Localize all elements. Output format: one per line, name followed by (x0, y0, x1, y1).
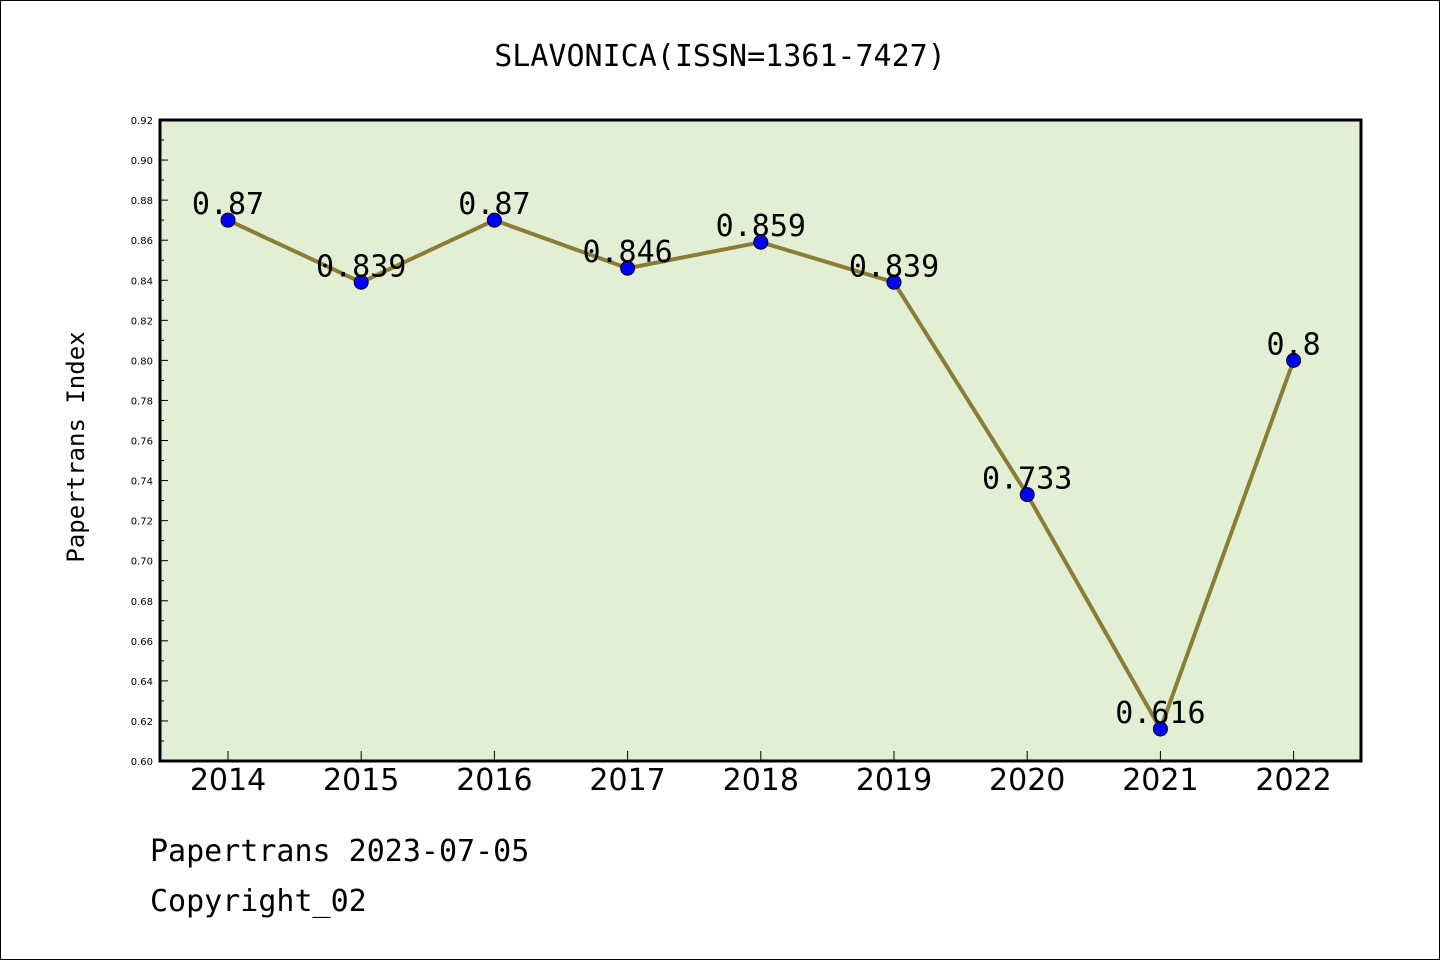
data-label: 0.859 (716, 209, 806, 244)
y-axis-ticks: 0.60 0.62 0.64 0.66 0.68 0.70 0.72 0.74 0.76 0.78… (131, 116, 168, 768)
data-point-marker (486, 212, 502, 228)
data-label: 0.846 (582, 235, 672, 270)
data-point-marker (753, 234, 769, 250)
x-tick-label: 2021 (1122, 763, 1198, 798)
y-tick-label: 0.86 (131, 236, 153, 247)
y-tick-label: 0.64 (131, 677, 153, 688)
x-tick-label: 2020 (989, 763, 1065, 798)
data-point-marker (886, 274, 902, 290)
y-tick-label: 0.84 (131, 276, 153, 287)
data-point-marker (620, 260, 636, 276)
data-labels: 0.87 0.839 0.87 0.846 0.859 0.839 0.733 0.616 0.… (192, 187, 1321, 731)
data-label: 0.839 (849, 249, 939, 284)
y-tick-label: 0.68 (131, 597, 153, 608)
y-tick-label: 0.78 (131, 396, 153, 407)
data-label: 0.87 (192, 187, 264, 222)
footer-copyright: Copyright_02 (150, 884, 367, 919)
x-axis-ticks: 2014 2015 2016 2017 2018 2019 2020 2021 2022 (190, 751, 1332, 798)
y-tick-label: 0.72 (131, 517, 153, 528)
y-tick-label: 0.80 (131, 356, 153, 367)
data-point-marker (353, 274, 369, 290)
y-tick-label: 0.66 (131, 637, 153, 648)
data-label: 0.733 (982, 462, 1072, 497)
y-tick-label: 0.92 (131, 116, 153, 127)
chart-title: SLAVONICA(ISSN=1361-7427) (494, 39, 946, 74)
data-point-marker (1019, 487, 1035, 503)
x-tick-label: 2019 (856, 763, 932, 798)
data-point-marker (1286, 352, 1302, 368)
data-point-marker (220, 212, 236, 228)
y-tick-label: 0.90 (131, 156, 153, 167)
x-tick-label: 2014 (190, 763, 266, 798)
data-label: 0.8 (1267, 327, 1321, 362)
y-axis-label: Papertrans Index (62, 331, 90, 562)
x-tick-label: 2017 (589, 763, 665, 798)
y-tick-label: 0.88 (131, 196, 153, 207)
data-markers (220, 212, 1302, 737)
x-tick-label: 2022 (1255, 763, 1331, 798)
data-label: 0.616 (1115, 696, 1205, 731)
data-point-marker (1152, 721, 1168, 737)
data-label: 0.87 (458, 187, 530, 222)
x-tick-label: 2016 (456, 763, 532, 798)
y-tick-label: 0.74 (131, 477, 153, 488)
y-tick-label: 0.62 (131, 717, 153, 728)
plot-area (158, 118, 1363, 763)
x-tick-label: 2015 (323, 763, 399, 798)
y-tick-label: 0.60 (131, 757, 153, 768)
data-label: 0.839 (316, 249, 406, 284)
x-tick-label: 2018 (723, 763, 799, 798)
y-tick-label: 0.82 (131, 316, 153, 327)
y-tick-label: 0.70 (131, 557, 153, 568)
y-tick-label: 0.76 (131, 437, 153, 448)
footer-date: Papertrans 2023-07-05 (150, 834, 530, 869)
